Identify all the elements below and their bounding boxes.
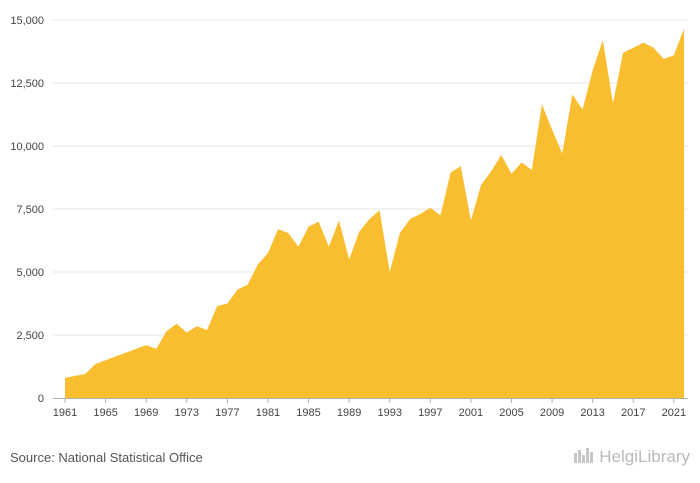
y-tick-label: 15,000 (10, 15, 44, 27)
x-tick-label: 1961 (53, 407, 77, 419)
y-tick-label: 2,500 (16, 330, 44, 342)
x-tick-label: 1981 (256, 407, 280, 419)
y-tick-label: 0 (38, 393, 44, 405)
x-tick-label: 1973 (175, 407, 199, 419)
x-tick-label: 1985 (296, 407, 320, 419)
x-tick-label: 1997 (418, 407, 442, 419)
y-axis-ticks: 0 2,500 5,000 7,500 10,000 12,500 15,000 (10, 15, 44, 405)
x-tick-label: 1969 (134, 407, 158, 419)
data-area (65, 28, 684, 398)
x-tick-label: 2001 (459, 407, 483, 419)
x-tick-label: 1965 (93, 407, 117, 419)
source-note: Source: National Statistical Office (10, 450, 203, 465)
x-tick-label: 1977 (215, 407, 239, 419)
x-tick-label: 1993 (377, 407, 401, 419)
y-tick-label: 7,500 (16, 204, 44, 216)
x-tick-label: 2009 (540, 407, 564, 419)
y-tick-label: 5,000 (16, 267, 44, 279)
city-skyline-icon (573, 447, 595, 468)
x-tick-label: 2005 (499, 407, 523, 419)
helgilibrary-logo: HelgiLibrary (573, 446, 690, 468)
x-tick-label: 1989 (337, 407, 361, 419)
x-axis-ticks: 1961 1965 1969 1973 1977 1981 1985 1989 1993 1997… (53, 398, 686, 419)
logo-text: HelgiLibrary (599, 447, 690, 466)
x-tick-label: 2017 (621, 407, 645, 419)
x-tick-label: 2013 (580, 407, 604, 419)
x-tick-label: 2021 (662, 407, 686, 419)
y-tick-label: 12,500 (10, 78, 44, 90)
y-tick-label: 10,000 (10, 141, 44, 153)
